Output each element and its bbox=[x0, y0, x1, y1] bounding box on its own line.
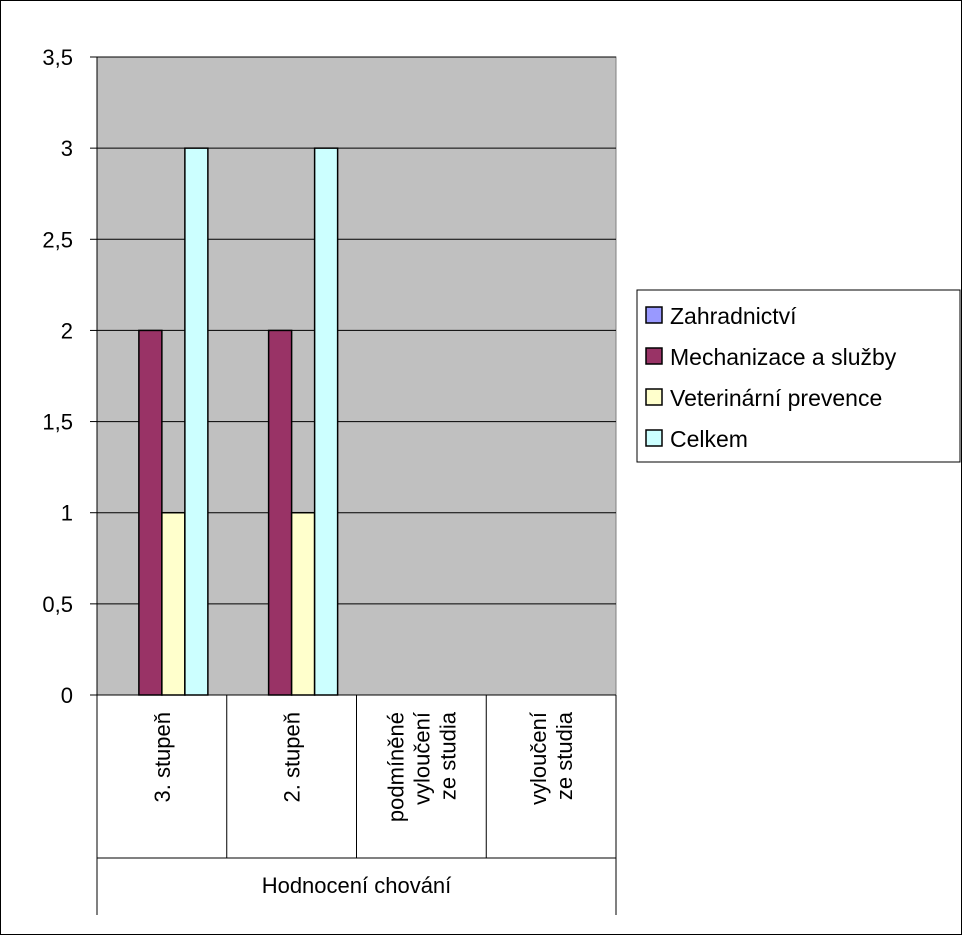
legend-swatch bbox=[645, 388, 663, 406]
x-tick-label-line: ze studia bbox=[435, 711, 460, 800]
y-axis: 0 0,5 1 1,5 2 2,5 3 3,5 bbox=[42, 45, 98, 708]
bar bbox=[267, 329, 293, 696]
y-tick-label: 3 bbox=[61, 136, 73, 161]
x-tick-label: 3. stupeň bbox=[150, 712, 175, 803]
legend: Zahradnictví Mechanizace a služby Veteriná… bbox=[636, 289, 961, 463]
y-tick-label: 0,5 bbox=[42, 592, 73, 617]
bar bbox=[138, 329, 163, 696]
legend-box bbox=[636, 289, 961, 463]
y-tick-label: 1,5 bbox=[42, 410, 73, 435]
y-tick-label: 1 bbox=[61, 501, 73, 526]
legend-label: Zahradnictví bbox=[670, 303, 797, 329]
legend-swatch bbox=[645, 347, 663, 365]
bar bbox=[161, 511, 186, 696]
x-axis: 3. stupeň 2. stupeň podmíněnévyloučeníze s… bbox=[96, 694, 617, 915]
y-tick-label: 2,5 bbox=[42, 227, 73, 252]
x-tick-label: vyloučeníze studia bbox=[526, 711, 577, 805]
legend-swatch bbox=[645, 306, 663, 324]
x-tick-label: 2. stupeň bbox=[280, 712, 305, 803]
legend-label: Veterinární prevence bbox=[670, 385, 882, 411]
x-tick-label-line: podmíněné bbox=[383, 712, 408, 822]
x-axis-group-label: Hodnocení chování bbox=[262, 873, 452, 898]
x-tick-label-line: ze studia bbox=[552, 711, 577, 800]
x-tick-label-line: 2. stupeň bbox=[280, 712, 305, 803]
y-tick-label: 3,5 bbox=[42, 45, 73, 70]
bar bbox=[313, 147, 339, 696]
legend-label: Celkem bbox=[670, 426, 748, 452]
x-tick-label-line: vyloučení bbox=[526, 712, 551, 805]
y-tick-label: 2 bbox=[61, 318, 73, 343]
bar bbox=[184, 147, 209, 696]
y-tick-label: 0 bbox=[61, 683, 73, 708]
x-tick-label-line: vyloučení bbox=[409, 712, 434, 805]
legend-swatch bbox=[645, 429, 663, 447]
bar bbox=[290, 511, 316, 696]
x-tick-label-line: 3. stupeň bbox=[150, 712, 175, 803]
x-tick-label: podmíněnévyloučeníze studia bbox=[383, 711, 460, 822]
legend-label: Mechanizace a služby bbox=[670, 344, 897, 370]
